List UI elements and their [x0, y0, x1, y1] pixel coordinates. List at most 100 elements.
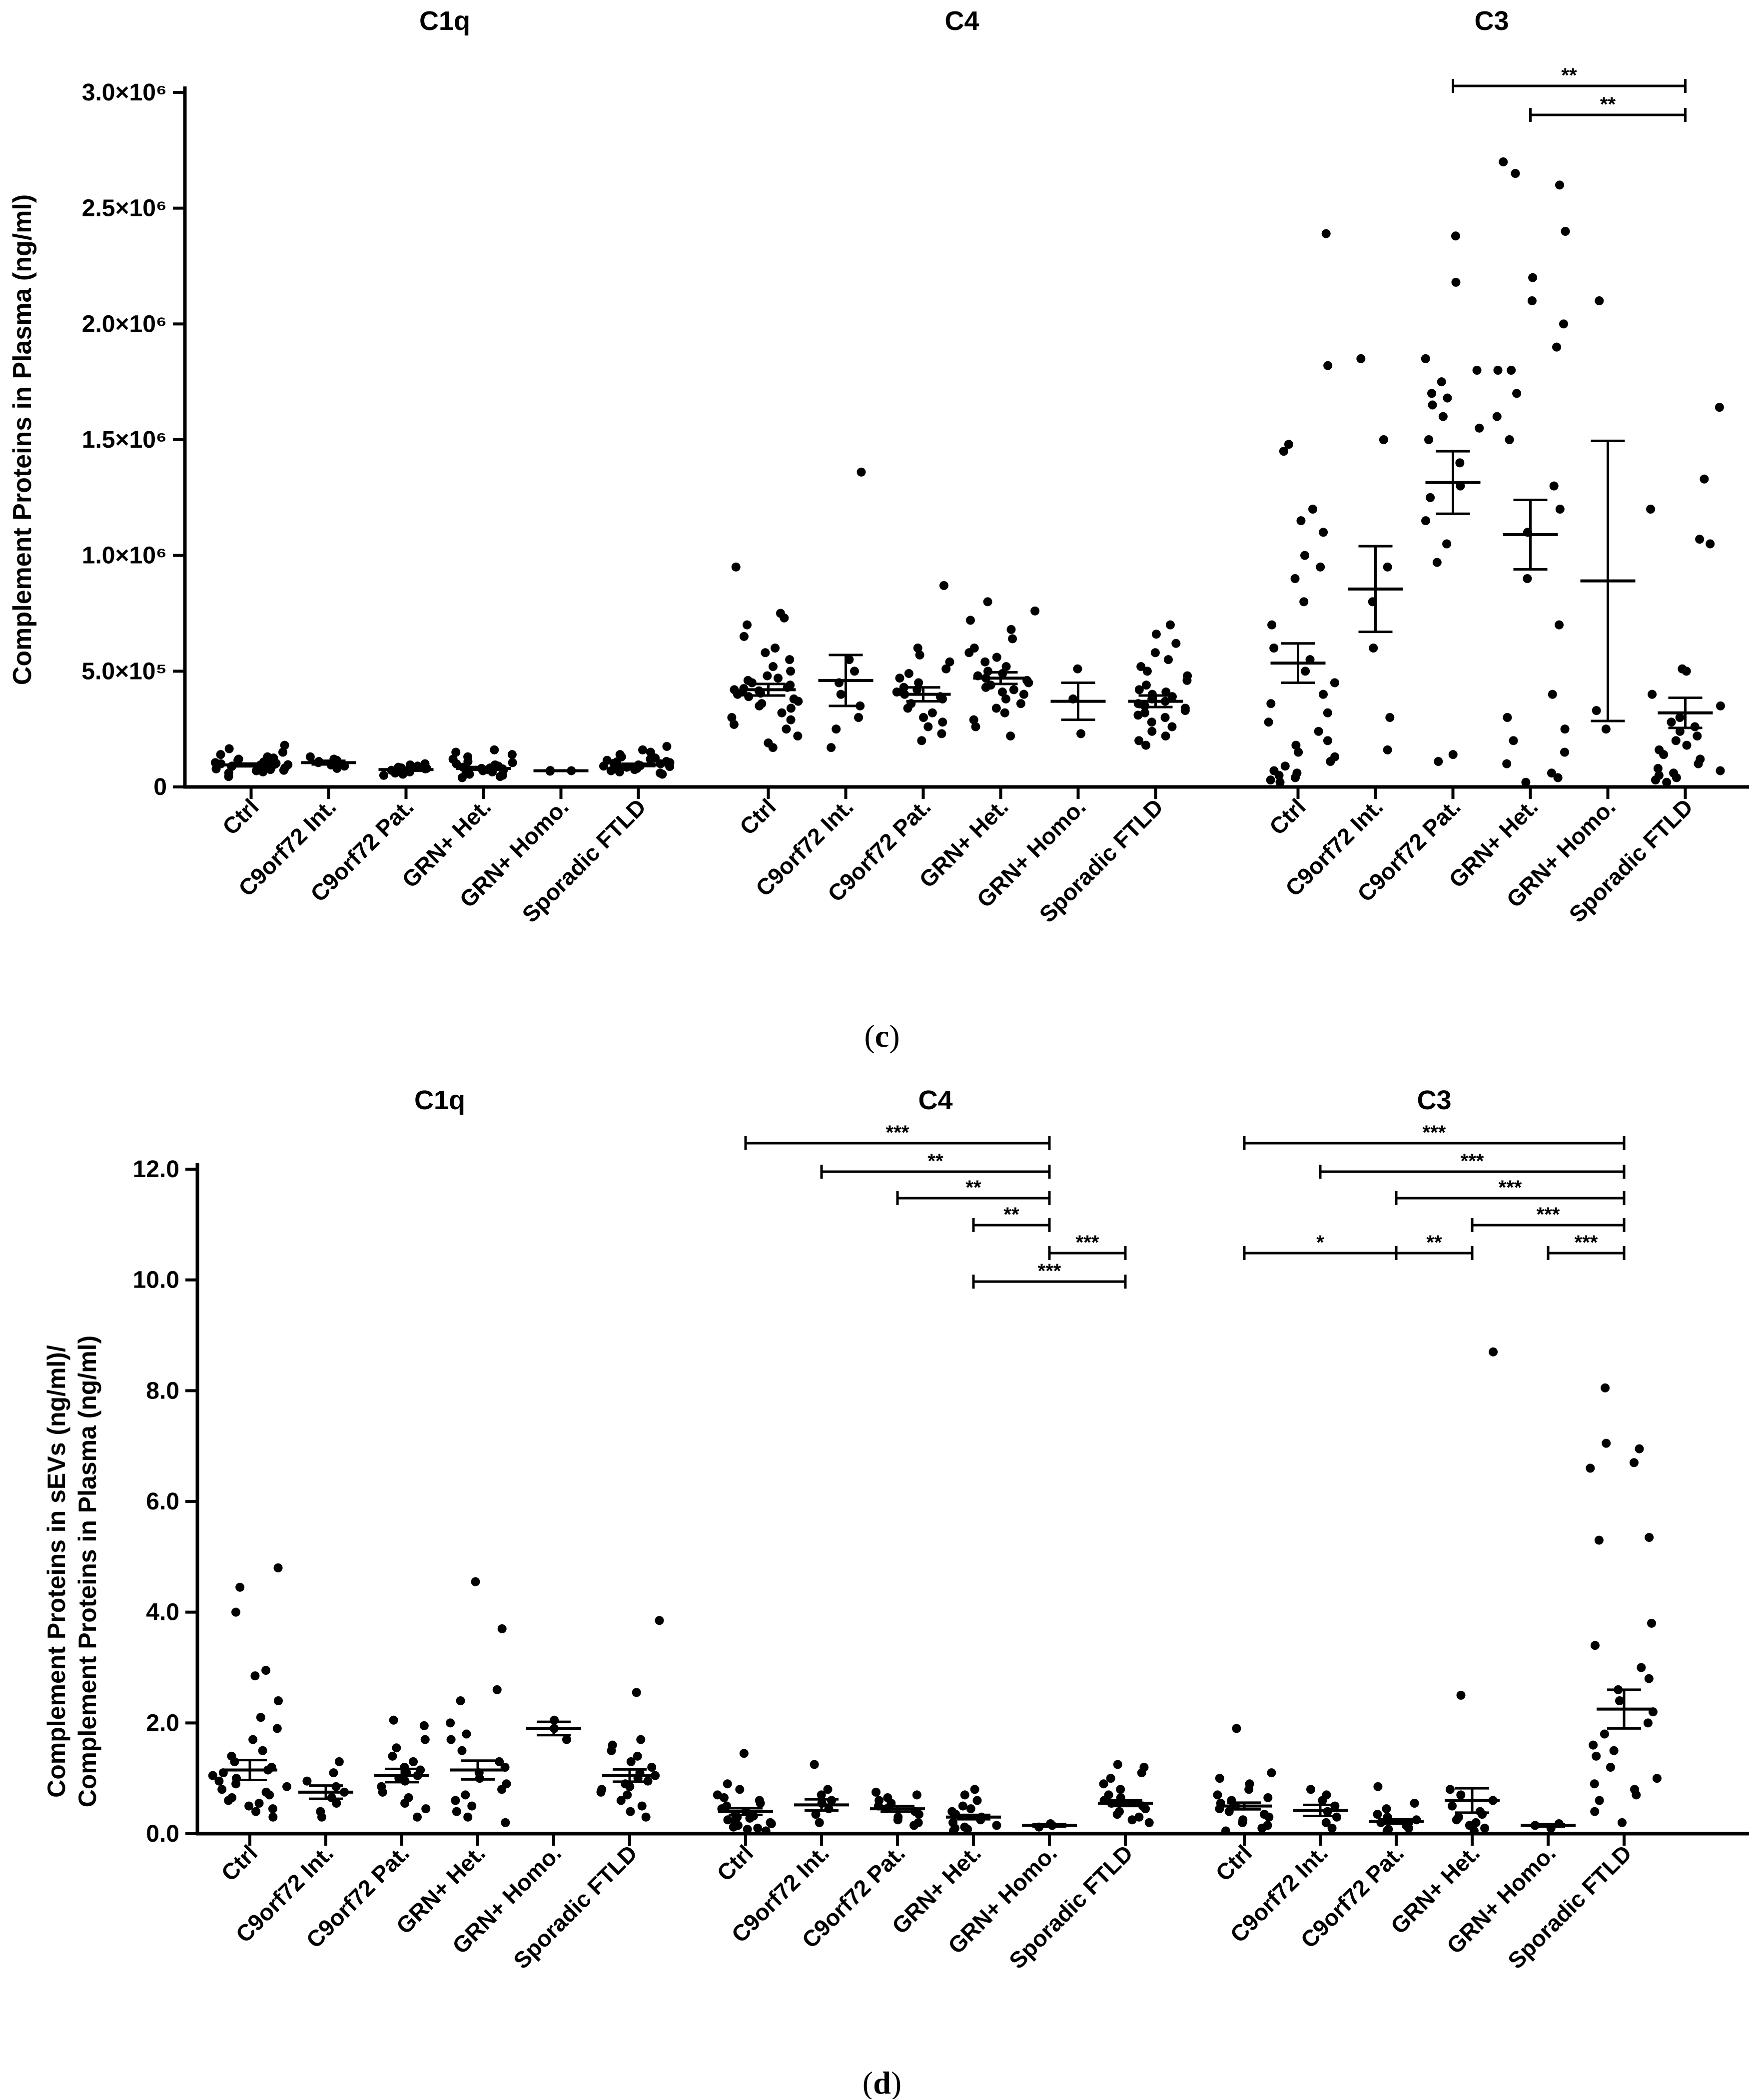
data-point — [1434, 757, 1443, 766]
data-point — [965, 616, 975, 625]
data-point — [1167, 722, 1177, 731]
data-point — [647, 1763, 657, 1772]
data-point — [1379, 435, 1388, 444]
data-point — [457, 1746, 467, 1755]
data-point — [1373, 1810, 1382, 1819]
data-point — [823, 1785, 833, 1794]
data-point — [960, 1822, 969, 1832]
data-point — [392, 1743, 401, 1753]
data-point — [1322, 1790, 1331, 1800]
data-point — [1263, 1821, 1272, 1830]
data-point — [1327, 1823, 1337, 1833]
data-point — [1369, 644, 1378, 653]
data-point — [1134, 736, 1144, 745]
caption-open: ( — [864, 1018, 875, 1054]
data-point — [1555, 505, 1565, 514]
data-point — [1140, 708, 1149, 717]
data-point — [508, 758, 517, 767]
data-point — [941, 664, 951, 674]
data-point — [1445, 1785, 1455, 1794]
data-point — [1489, 1347, 1498, 1357]
data-point — [1644, 1674, 1654, 1683]
data-point — [1267, 620, 1277, 630]
data-point — [1323, 736, 1332, 745]
data-point — [641, 1812, 651, 1822]
data-point — [1472, 366, 1482, 375]
data-point — [452, 1807, 461, 1816]
data-point — [739, 1749, 749, 1758]
data-point — [1655, 745, 1664, 754]
data-point — [1560, 724, 1570, 734]
data-point — [615, 750, 625, 759]
data-point — [623, 1790, 632, 1800]
data-point — [1383, 745, 1392, 754]
data-point — [1635, 1444, 1644, 1453]
data-point — [960, 1790, 969, 1800]
data-point — [1330, 678, 1339, 688]
significance-label: ** — [965, 1177, 981, 1199]
data-point — [997, 688, 1007, 697]
data-point — [1527, 296, 1537, 305]
data-point — [983, 597, 992, 607]
data-point — [786, 667, 796, 676]
data-point — [1426, 493, 1435, 502]
data-point — [210, 758, 220, 767]
data-point — [283, 760, 293, 769]
panel-title: C1q — [419, 6, 470, 36]
data-point — [899, 683, 908, 692]
data-point — [448, 754, 458, 764]
data-point — [1296, 516, 1306, 526]
data-point — [643, 1776, 653, 1786]
data-point — [1115, 1807, 1124, 1816]
data-point — [234, 754, 243, 764]
data-point — [404, 1793, 413, 1802]
data-point — [1280, 761, 1290, 771]
data-point — [927, 708, 937, 717]
caption-close: ) — [889, 1018, 899, 1054]
data-point — [1279, 447, 1288, 456]
data-point — [1221, 1826, 1230, 1836]
data-point — [421, 1804, 431, 1814]
data-point — [1421, 516, 1431, 526]
data-point — [251, 1807, 261, 1816]
data-point — [1559, 319, 1568, 329]
data-point — [636, 1735, 646, 1744]
data-point — [1553, 773, 1563, 782]
data-point — [1561, 227, 1570, 236]
data-point — [1678, 664, 1687, 674]
data-point — [1292, 768, 1302, 778]
data-point — [904, 669, 913, 678]
data-point — [1215, 1774, 1224, 1783]
data-point — [633, 1751, 642, 1761]
y-axis-label-line: Complement Proteins in Plasma (ng/ml) — [73, 1336, 101, 1808]
data-point — [1306, 1785, 1316, 1794]
data-point — [597, 1785, 607, 1794]
data-point — [502, 1779, 511, 1789]
data-point — [1662, 777, 1672, 787]
data-point — [412, 1812, 422, 1822]
y-axis-label-line: Complement Proteins in sEVs (ng/ml)/ — [42, 1345, 70, 1798]
data-point — [377, 1782, 386, 1791]
data-point — [857, 467, 866, 477]
data-point — [948, 1818, 958, 1827]
data-point — [1503, 713, 1512, 722]
data-point — [1590, 1641, 1600, 1650]
data-point — [1451, 231, 1460, 241]
data-point — [1693, 731, 1702, 741]
data-point — [810, 1760, 819, 1769]
data-point — [757, 699, 767, 708]
data-point — [637, 1801, 647, 1811]
data-point — [1549, 481, 1559, 491]
data-point — [1136, 662, 1146, 672]
data-point — [991, 703, 1001, 713]
data-point — [1716, 701, 1725, 710]
data-point — [1671, 736, 1681, 745]
data-point — [329, 1768, 338, 1778]
data-point — [451, 1796, 460, 1805]
data-point — [1590, 1779, 1599, 1789]
data-point — [1321, 1818, 1331, 1827]
data-point — [1008, 634, 1017, 644]
data-point — [456, 1696, 465, 1705]
data-point — [446, 1718, 455, 1728]
